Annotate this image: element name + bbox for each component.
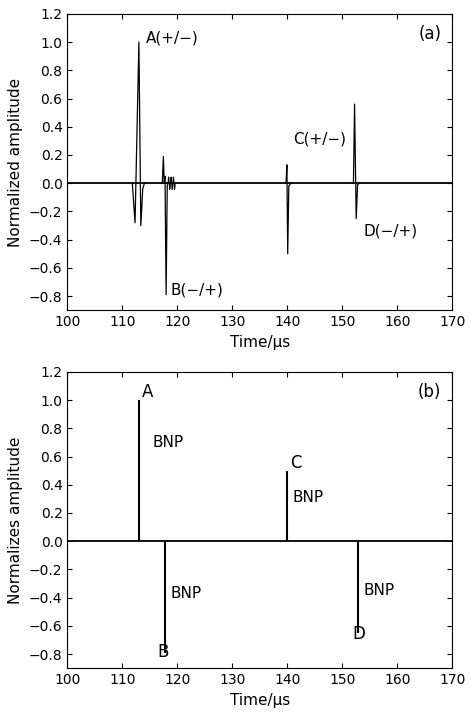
Text: (b): (b) (418, 383, 441, 401)
Text: (a): (a) (419, 25, 441, 43)
Text: A(+/−): A(+/−) (146, 30, 198, 45)
Y-axis label: Normalized amplitude: Normalized amplitude (9, 77, 23, 246)
X-axis label: Time/μs: Time/μs (230, 334, 290, 349)
Y-axis label: Normalizes amplitude: Normalizes amplitude (9, 436, 23, 604)
X-axis label: Time/μs: Time/μs (230, 692, 290, 707)
Text: A: A (142, 383, 153, 401)
Text: BNP: BNP (153, 435, 184, 450)
Text: B: B (157, 643, 168, 661)
Text: BNP: BNP (293, 490, 324, 505)
Text: D: D (352, 624, 365, 642)
Text: B(−/+): B(−/+) (171, 283, 224, 298)
Text: D(−/+): D(−/+) (364, 223, 418, 238)
Text: BNP: BNP (364, 583, 394, 598)
Text: C(+/−): C(+/−) (293, 132, 346, 147)
Text: C: C (290, 454, 301, 472)
Text: BNP: BNP (171, 586, 202, 601)
